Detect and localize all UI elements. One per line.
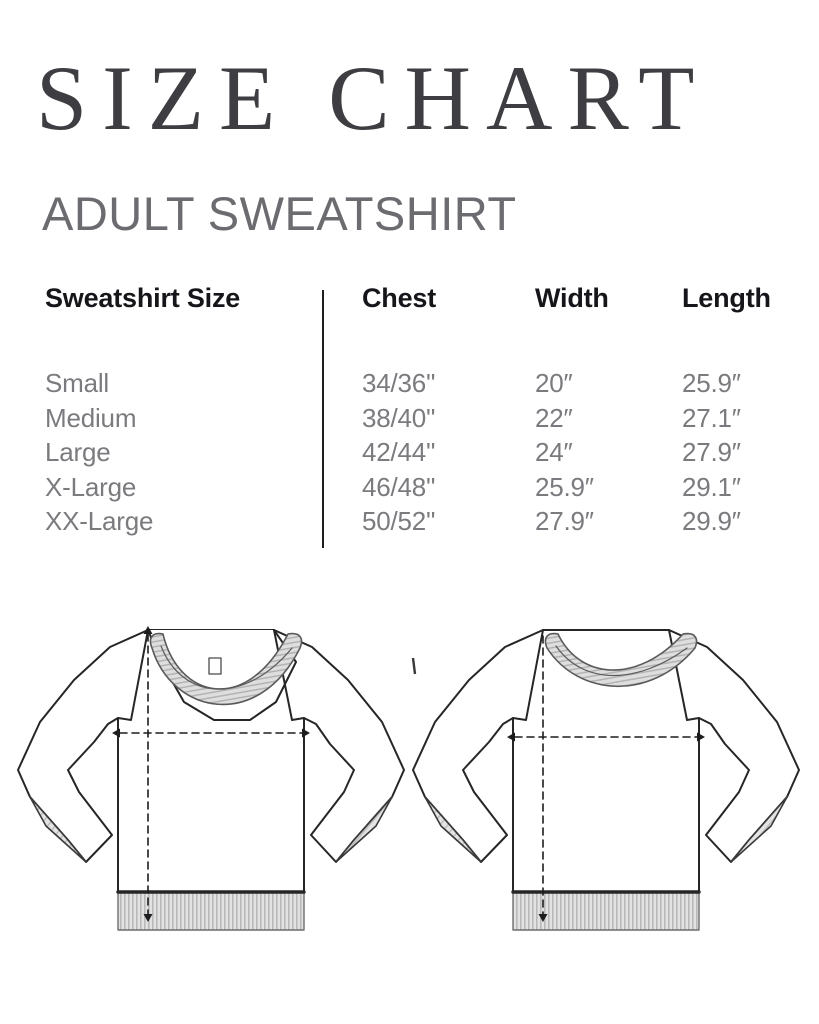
column-chest: Chest 34/36" 38/40" 42/44" 46/48" 50/52" [362,282,512,536]
hem-rib-front [117,891,305,931]
table-cell: 27.9″ [535,506,594,536]
cuff-rib-front-left [29,796,87,863]
stray-mark [411,657,417,675]
column-length: Length 25.9″ 27.1″ 27.9″ 29.1″ 29.9″ [682,282,819,536]
page-title: SIZE CHART [36,47,710,149]
table-cell: Small [45,368,110,398]
cuff-rib-back-right [730,796,788,863]
table-cell: 25.9″ [535,471,594,502]
column-cells-size: Small Medium Large X-Large XX-Large [45,366,315,539]
neck-label-tab [208,657,222,675]
table-cell: 25.9″ [682,368,741,398]
table-cell: 27.1″ [682,402,741,433]
table-cell: 29.1″ [682,471,741,502]
table-column-divider [322,290,324,548]
cuff-rib-back-left [424,796,482,863]
table-cell: 34/36" [362,368,436,398]
table-cell: 38/40" [362,402,436,433]
table-cell: Medium [45,402,137,433]
table-cell: 29.9″ [682,506,741,536]
column-header-chest: Chest [362,283,437,313]
table-cell: 22″ [535,402,573,433]
column-size: Sweatshirt Size Small Medium Large X-Lar… [45,282,315,536]
table-cell: 50/52" [362,506,436,536]
sweatshirt-front-view [17,626,405,931]
size-table: Sweatshirt Size Small Medium Large X-Lar… [0,282,819,557]
table-cell: XX-Large [45,506,154,536]
table-cell: Large [45,437,111,467]
table-cell: X-Large [45,471,137,502]
sweatshirt-back-view [412,629,800,931]
column-cells-chest: 34/36" 38/40" 42/44" 46/48" 50/52" [362,366,512,539]
table-cell: 42/44" [362,437,436,467]
column-header-width: Width [535,283,609,313]
table-cell: 27.9″ [682,437,741,467]
page-subtitle: ADULT SWEATSHIRT [42,187,517,240]
table-cell: 46/48" [362,471,436,502]
column-cells-width: 20″ 22″ 24″ 25.9″ 27.9″ [535,366,675,539]
column-cells-length: 25.9″ 27.1″ 27.9″ 29.1″ 29.9″ [682,366,819,539]
column-header-size: Sweatshirt Size [45,283,241,313]
column-header-length: Length [682,283,771,313]
table-cell: 20″ [535,368,573,398]
hem-rib-back [512,891,700,931]
cuff-rib-front-right [335,796,393,863]
column-width: Width 20″ 22″ 24″ 25.9″ 27.9″ [535,282,675,536]
garment-illustrations [0,592,819,942]
table-cell: 24″ [535,437,573,467]
